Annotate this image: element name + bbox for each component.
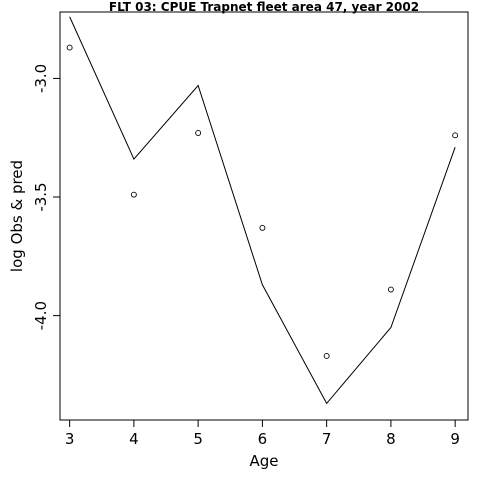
x-tick-label: 3	[65, 430, 75, 448]
x-tick-label: 4	[129, 430, 139, 448]
observed-point	[387, 286, 394, 293]
y-axis: -3.0 -3.5 -4.0	[32, 64, 60, 330]
observed-point	[259, 224, 266, 231]
x-tick-label: 5	[193, 430, 203, 448]
observed-point	[66, 44, 73, 51]
x-axis: 3 4 5 6 7 8 9	[65, 420, 460, 448]
plot-frame	[59, 11, 469, 421]
y-tick-label: -3.0	[32, 64, 50, 93]
x-tick-label: 6	[258, 430, 268, 448]
observed-point	[195, 130, 202, 136]
y-tick-label: -4.0	[32, 301, 50, 330]
observed-point	[452, 132, 459, 139]
x-axis-label: Age	[249, 452, 278, 470]
x-tick-label: 9	[450, 430, 460, 448]
x-tick-label: 7	[322, 430, 332, 448]
y-axis-label: log Obs & pred	[8, 160, 26, 272]
observed-point	[130, 191, 137, 198]
predicted-series-line	[69, 16, 456, 405]
observed-series-points	[66, 44, 459, 359]
y-tick-label: -3.5	[32, 182, 50, 211]
observed-point	[323, 353, 330, 359]
chart-title: FLT 03: CPUE Trapnet fleet area 47, year…	[109, 0, 419, 14]
x-tick-label: 8	[386, 430, 396, 448]
